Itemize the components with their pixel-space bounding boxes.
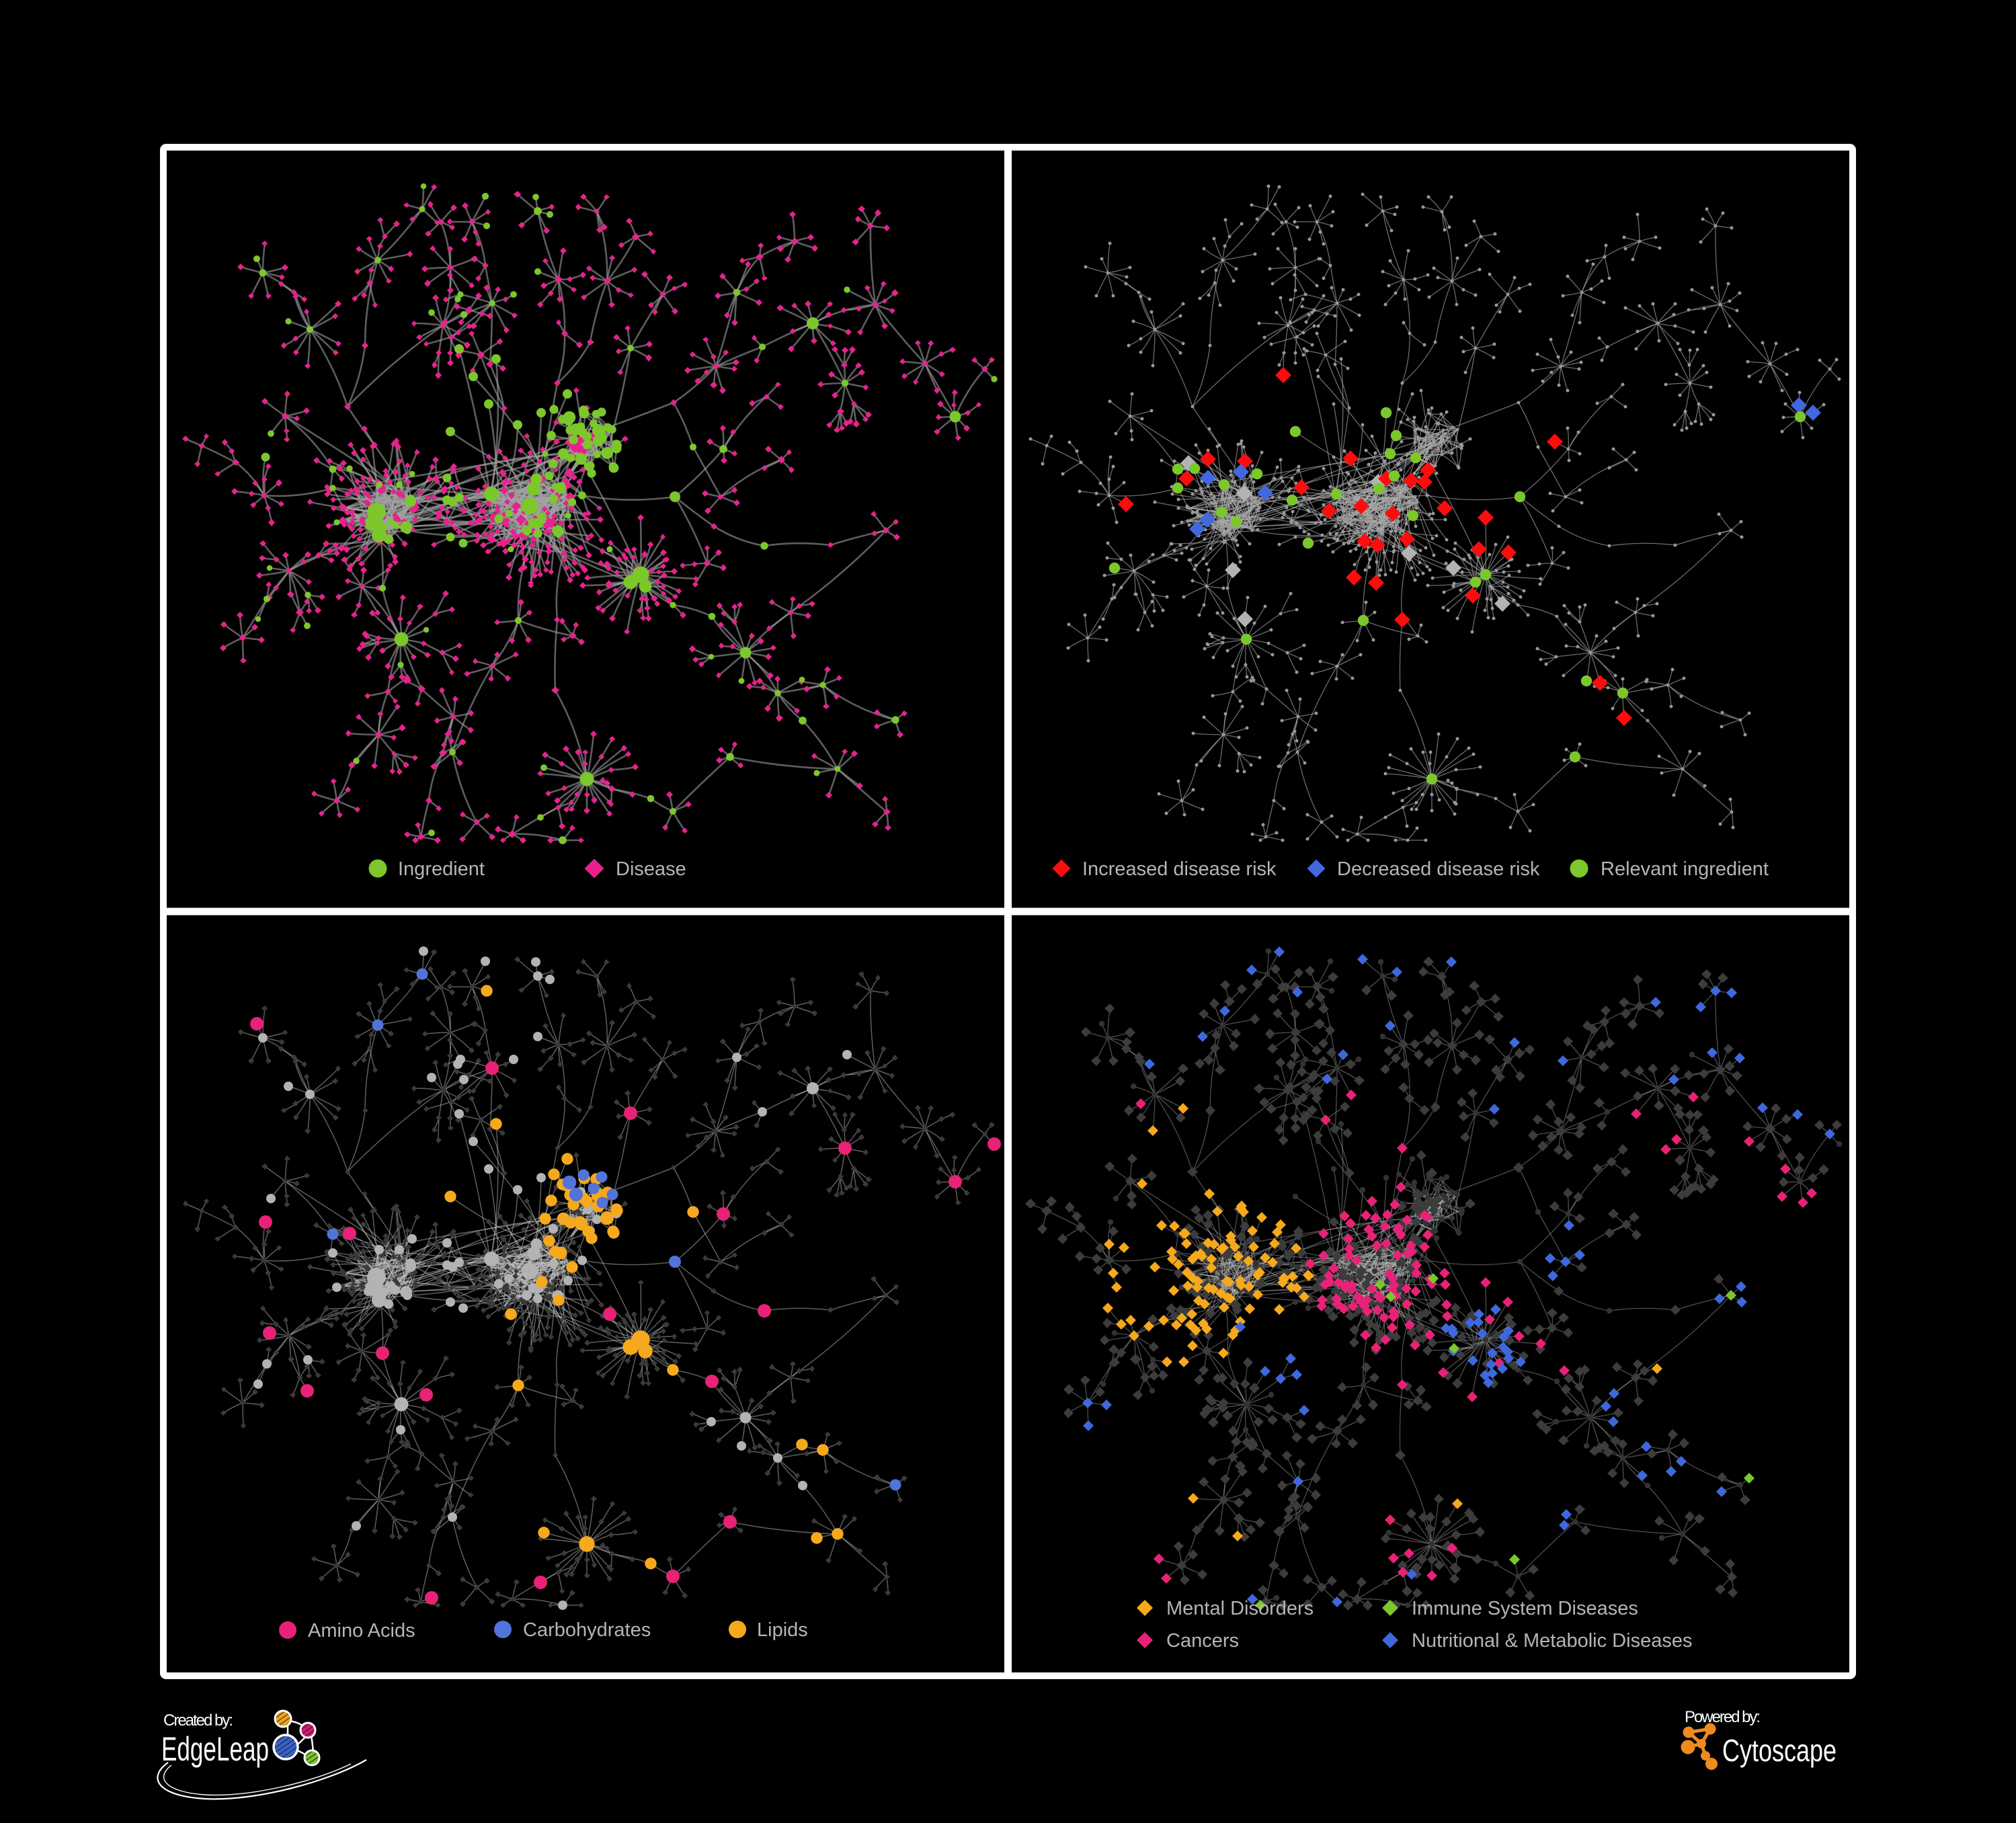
svg-text:Decreased disease risk: Decreased disease risk	[1337, 858, 1540, 880]
svg-text:Disease: Disease	[616, 858, 686, 880]
svg-text:EdgeLeap: EdgeLeap	[161, 1730, 269, 1768]
svg-text:Cancers: Cancers	[1166, 1630, 1239, 1652]
svg-text:Cytoscape: Cytoscape	[1722, 1733, 1837, 1768]
svg-text:Amino Acids: Amino Acids	[308, 1620, 415, 1642]
svg-text:Powered by:: Powered by:	[1685, 1708, 1761, 1726]
svg-text:Ingredient: Ingredient	[398, 858, 485, 880]
svg-text:Lipids: Lipids	[757, 1619, 808, 1641]
svg-text:Increased disease risk: Increased disease risk	[1082, 858, 1277, 880]
svg-text:Nutritional & Metabolic Diseas: Nutritional & Metabolic Diseases	[1412, 1630, 1692, 1652]
svg-text:Mental Disorders: Mental Disorders	[1166, 1598, 1314, 1619]
svg-text:Relevant ingredient: Relevant ingredient	[1601, 858, 1769, 880]
svg-text:Created by:: Created by:	[163, 1711, 233, 1730]
svg-text:Immune System Diseases: Immune System Diseases	[1412, 1598, 1638, 1619]
svg-text:Carbohydrates: Carbohydrates	[523, 1619, 651, 1641]
